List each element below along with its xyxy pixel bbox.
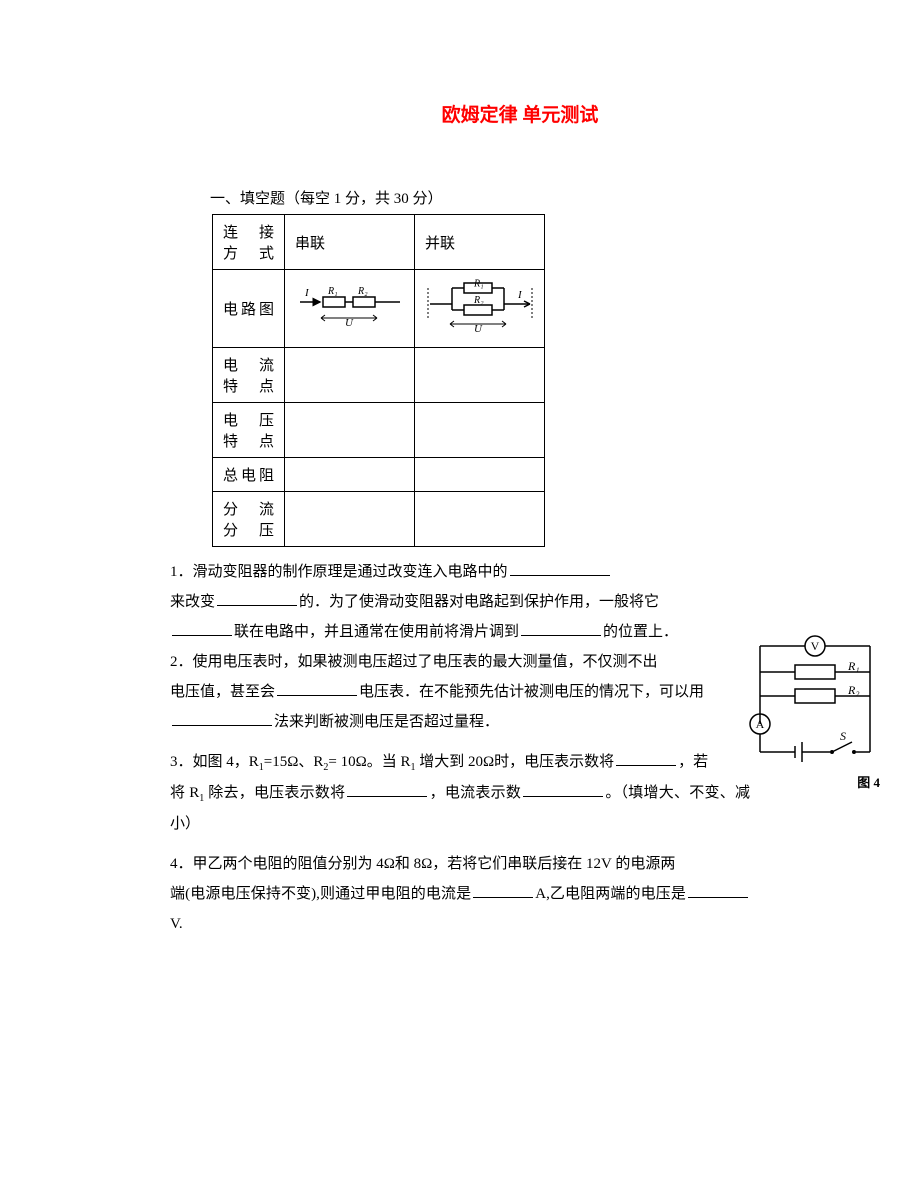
svg-text:V: V bbox=[811, 639, 820, 653]
table-cell bbox=[415, 403, 545, 458]
table-cell bbox=[285, 348, 415, 403]
svg-text:I: I bbox=[304, 287, 310, 299]
svg-text:R₂: R₂ bbox=[847, 683, 860, 697]
svg-text:S: S bbox=[840, 729, 846, 743]
q1-text: 1．滑动变阻器的制作原理是通过改变连入电路中的 bbox=[170, 564, 508, 580]
table-cell: 电 压 特 点 bbox=[213, 403, 285, 458]
fill-blank[interactable] bbox=[523, 796, 603, 797]
q2-text: 2．使用电压表时，如果被测电压超过了电压表的最大测量值，不仅测不出 bbox=[170, 654, 658, 670]
question-4: 4．甲乙两个电阻的阻值分别为 4Ω和 8Ω，若将它们串联后接在 12V 的电源两… bbox=[170, 849, 750, 939]
table-cell: 总电阻 bbox=[213, 458, 285, 492]
series-circuit-diagram: I R₁ R₂ U bbox=[285, 270, 415, 348]
q2-text: 电压值，甚至会 bbox=[170, 684, 275, 700]
table-cell: 电路图 bbox=[213, 270, 285, 348]
q3-text: 增大到 20Ω时，电压表示数将 bbox=[416, 754, 615, 770]
fill-blank[interactable] bbox=[688, 897, 748, 898]
table-cell bbox=[285, 492, 415, 547]
q2-text: 电压表．在不能预先估计被测电压的情况下，可以用 bbox=[359, 684, 704, 700]
svg-text:R₂: R₂ bbox=[357, 286, 368, 297]
fill-blank[interactable] bbox=[473, 897, 533, 898]
q1-text: 来改变 bbox=[170, 594, 215, 610]
table-cell bbox=[285, 403, 415, 458]
q4-text: 4．甲乙两个电阻的阻值分别为 4Ω和 8Ω，若将它们串联后接在 12V 的电源两 bbox=[170, 856, 675, 872]
table-cell: 串联 bbox=[285, 215, 415, 270]
table-cell bbox=[415, 458, 545, 492]
table-cell bbox=[415, 492, 545, 547]
fill-blank[interactable] bbox=[217, 605, 297, 606]
fill-blank[interactable] bbox=[347, 796, 427, 797]
svg-text:U: U bbox=[474, 323, 483, 334]
q3-text: =15Ω、R bbox=[264, 754, 324, 770]
q3-text: 3．如图 4，R bbox=[170, 754, 259, 770]
fill-blank[interactable] bbox=[521, 635, 601, 636]
svg-text:R₁: R₁ bbox=[847, 659, 860, 673]
table-row: 电 流 特 点 bbox=[213, 348, 545, 403]
svg-text:U: U bbox=[345, 317, 354, 328]
q1-text: 的．为了使滑动变阻器对电路起到保护作用，一般将它 bbox=[299, 594, 659, 610]
section-header: 一、填空题（每空 1 分，共 30 分） bbox=[210, 187, 750, 208]
table-row: 总电阻 bbox=[213, 458, 545, 492]
fill-blank[interactable] bbox=[510, 575, 610, 576]
fill-blank[interactable] bbox=[277, 695, 357, 696]
table-cell: 电 流 特 点 bbox=[213, 348, 285, 403]
table-cell: 连 接 方 式 bbox=[213, 215, 285, 270]
properties-table: 连 接 方 式 串联 并联 电路图 I bbox=[212, 214, 545, 547]
q3-text: ，若 bbox=[678, 754, 708, 770]
question-2: 2．使用电压表时，如果被测电压超过了电压表的最大测量值，不仅测不出 电压值，甚至… bbox=[170, 647, 750, 737]
figure-4-circuit: V R₁ R₂ A S 图 4 bbox=[740, 632, 890, 787]
q3-text: = 10Ω。当 R bbox=[328, 754, 410, 770]
svg-text:R₁: R₁ bbox=[473, 278, 484, 289]
svg-text:A: A bbox=[756, 717, 765, 731]
q1-text: 的位置上． bbox=[603, 624, 678, 640]
fill-blank[interactable] bbox=[616, 765, 676, 766]
svg-text:R₁: R₁ bbox=[327, 286, 338, 297]
q3-text: ，电流表示数 bbox=[429, 785, 521, 801]
question-1: 1．滑动变阻器的制作原理是通过改变连入电路中的 来改变 的．为了使滑动变阻器对电路… bbox=[170, 557, 750, 647]
figure-label: 图 4 bbox=[857, 772, 880, 791]
q4-text: 端(电源电压保持不变),则通过甲电阻的电流是 bbox=[170, 886, 471, 902]
fill-blank[interactable] bbox=[172, 635, 232, 636]
table-cell bbox=[415, 348, 545, 403]
q3-text: 将 R bbox=[170, 785, 199, 801]
table-cell bbox=[285, 458, 415, 492]
question-3: 3．如图 4，R1=15Ω、R2= 10Ω。当 R1 增大到 20Ω时，电压表示… bbox=[170, 747, 750, 839]
table-row: 电路图 I R₁ R₂ bbox=[213, 270, 545, 348]
table-cell: 并联 bbox=[415, 215, 545, 270]
q4-text: V. bbox=[170, 916, 183, 932]
table-row: 电 压 特 点 bbox=[213, 403, 545, 458]
table-row: 分 流 分 压 bbox=[213, 492, 545, 547]
q4-text: A,乙电阻两端的电压是 bbox=[535, 886, 686, 902]
svg-text:R₂: R₂ bbox=[473, 295, 484, 306]
q3-text: 除去，电压表示数将 bbox=[204, 785, 345, 801]
fill-blank[interactable] bbox=[172, 725, 272, 726]
parallel-circuit-diagram: R₁ R₂ I U bbox=[415, 270, 545, 348]
q1-text: 联在电路中，并且通常在使用前将滑片调到 bbox=[234, 624, 519, 640]
table-cell: 分 流 分 压 bbox=[213, 492, 285, 547]
svg-text:I: I bbox=[517, 289, 523, 301]
document-title: 欧姆定律 单元测试 bbox=[290, 100, 750, 127]
table-row: 连 接 方 式 串联 并联 bbox=[213, 215, 545, 270]
q2-text: 法来判断被测电压是否超过量程． bbox=[274, 714, 499, 730]
